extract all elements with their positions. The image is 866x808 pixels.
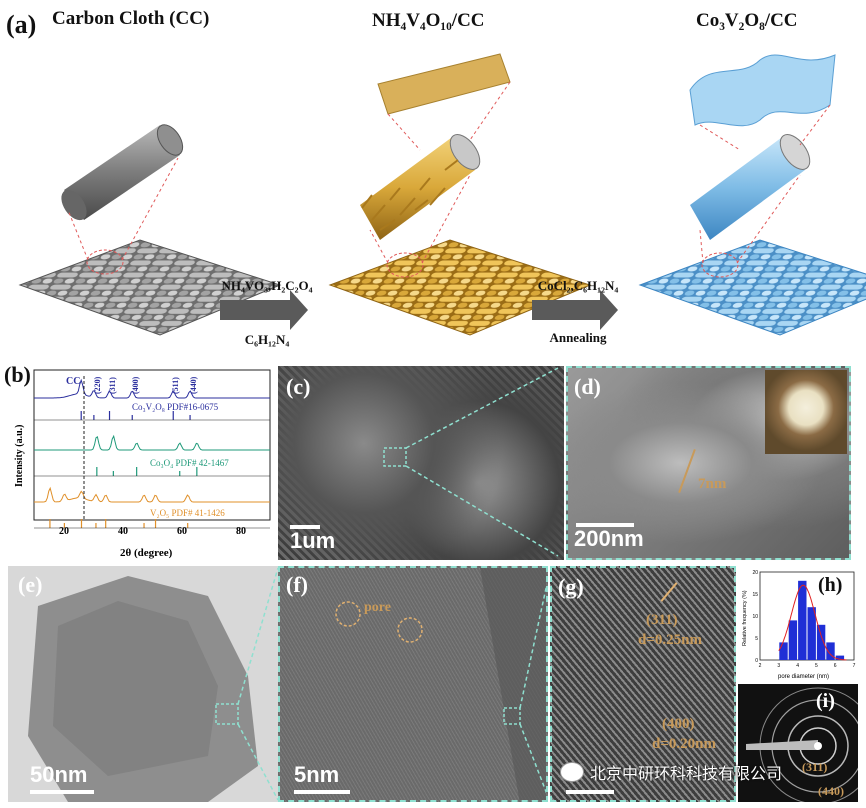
xrd-ylabel: Intensity (a.u.): [14, 424, 25, 487]
watermark: 北京中研环科科技有限公司: [560, 760, 840, 784]
pore-histogram: 0 5 10 15 20 2 3 4 5 6 7 Relative frequency (%) po…: [742, 570, 856, 680]
xrd-xtick-80: 80: [236, 526, 246, 537]
hist-xtick: 6: [834, 663, 837, 669]
panel-g-d311: d=0.25nm: [638, 632, 702, 648]
panel-h-box: [738, 566, 858, 682]
nh4v4o10-title: NH₄V₄O₁₀/CC: [372, 10, 485, 31]
hist-xtick: 4: [796, 663, 799, 669]
xrd-xlabel: 2θ (degree): [120, 547, 173, 559]
panel-e-label: (e): [18, 572, 43, 597]
xrd-ref-v2o5: V₂O₅ PDF# 41-1426: [150, 508, 225, 518]
panel-c-scale: 1um: [290, 528, 336, 553]
xrd-peak-220: (220): [93, 376, 102, 394]
hist-ytick: 10: [752, 614, 758, 620]
cc-cloth: [18, 239, 282, 336]
xrd-peak-440: (440): [189, 376, 198, 394]
hist-ylabel: Relative frequency (%): [742, 590, 748, 646]
magnolia-photo: [765, 370, 847, 454]
co3-fiber: [690, 134, 811, 240]
xrd-peak-511: (511): [171, 377, 180, 394]
panel-f-pore: pore: [364, 600, 391, 615]
panel-d-thickness: 7nm: [698, 476, 727, 492]
panel-g-lattice-image: (311) d=0.25nm (400) d=0.20nm: [550, 566, 736, 802]
panel-e-tem-image: [8, 566, 278, 802]
panel-h-label: (h): [818, 574, 843, 596]
xrd-pattern-0: [34, 378, 270, 399]
panel-g-311: (311): [646, 612, 678, 628]
hist-bar: [816, 624, 826, 660]
xrd-chart: Intensity (a.u.) 2θ (degree) 20 40 60 80…: [14, 369, 271, 559]
panel-d-scalebar: [576, 523, 634, 527]
panel-g-400: (400): [662, 716, 695, 732]
hist-bar: [835, 655, 845, 660]
arrow-1: [220, 290, 308, 330]
hist-ytick: 15: [752, 592, 758, 598]
hist-xtick: 2: [759, 663, 762, 669]
hist-ytick: 0: [755, 658, 758, 664]
xrd-xtick-40: 40: [118, 526, 128, 537]
panel-a-label: (a): [6, 10, 37, 39]
hist-xtick: 7: [853, 663, 856, 669]
panel-e-scale: 50nm: [30, 762, 88, 787]
arrow1-bottom-label: C₆H₁₂N₄: [244, 332, 290, 347]
panel-b-label: (b): [4, 362, 31, 387]
panel-d-label: (d): [574, 374, 601, 399]
panel-e-scalebar: [30, 790, 94, 794]
hist-xlabel: pore diameter (nm): [778, 674, 829, 680]
hist-bar: [798, 580, 807, 660]
panel-g-d400: d=0.20nm: [652, 736, 716, 752]
arrow2-bottom-label: Annealing: [549, 330, 607, 345]
panel-g-label: (g): [558, 574, 584, 599]
panel-f-label: (f): [286, 572, 308, 597]
panel-f-scalebar: [294, 790, 350, 794]
hist-fit-curve: [778, 584, 847, 661]
hist-bar: [807, 607, 816, 660]
hist-ytick: 20: [752, 570, 758, 576]
panel-i-label: (i): [816, 690, 835, 712]
panel-i-440: (440): [818, 784, 844, 798]
panel-f-scale: 5nm: [294, 762, 340, 787]
xrd-pattern-2: [34, 486, 270, 503]
panel-a-illustration: [18, 53, 866, 336]
panel-g-scalebar: [566, 790, 614, 794]
xrd-cc-label: CC: [66, 376, 80, 387]
xrd-xtick-60: 60: [177, 526, 187, 537]
hist-xtick: 5: [815, 663, 818, 669]
panel-d-scale: 200nm: [574, 526, 644, 551]
xrd-peak-311: (311): [108, 377, 117, 394]
xrd-peak-400: (400): [131, 376, 140, 394]
panel-i-saed-image: (311) (440): [738, 684, 858, 802]
hist-bar: [788, 620, 798, 660]
hist-xtick: 3: [777, 663, 780, 669]
nh4-fiber: [360, 134, 481, 240]
xrd-pattern-1: [34, 434, 270, 451]
arrow1-top-label: NH₄VO₃,H₂C₂O₄: [221, 278, 313, 293]
cc-fiber: [61, 124, 184, 221]
hist-ytick: 5: [755, 636, 758, 642]
xrd-xtick-20: 20: [59, 526, 69, 537]
panel-c-zoom-lines: [383, 367, 559, 557]
xrd-ref-co3o4: Co₃O₄ PDF# 42-1467: [150, 458, 229, 468]
panel-c-sem-image: [278, 366, 564, 560]
co3-cloth: [638, 239, 866, 336]
panel-f-hrtem-image: pore: [278, 566, 548, 802]
panel-i-311: (311): [802, 760, 828, 774]
nh4-sheet: [377, 53, 511, 115]
arrow-2: [532, 290, 618, 330]
co3v2o8-title: Co₃V₂O₈/CC: [696, 10, 798, 31]
panel-c-scalebar: [290, 525, 320, 529]
hist-bar: [779, 642, 788, 660]
panel-c-label: (c): [286, 374, 311, 399]
wechat-icon: [560, 762, 584, 782]
nh4-cloth: [328, 239, 592, 336]
cc-title: Carbon Cloth (CC): [52, 8, 210, 29]
hist-bar: [826, 642, 835, 660]
co3-sheet: [689, 54, 836, 127]
arrow2-top-label: CoCl₂,C₆H₁₂N₄: [537, 278, 619, 293]
xrd-ref-co3v2o8: Co₃V₂O₈ PDF#16-0675: [132, 402, 219, 412]
